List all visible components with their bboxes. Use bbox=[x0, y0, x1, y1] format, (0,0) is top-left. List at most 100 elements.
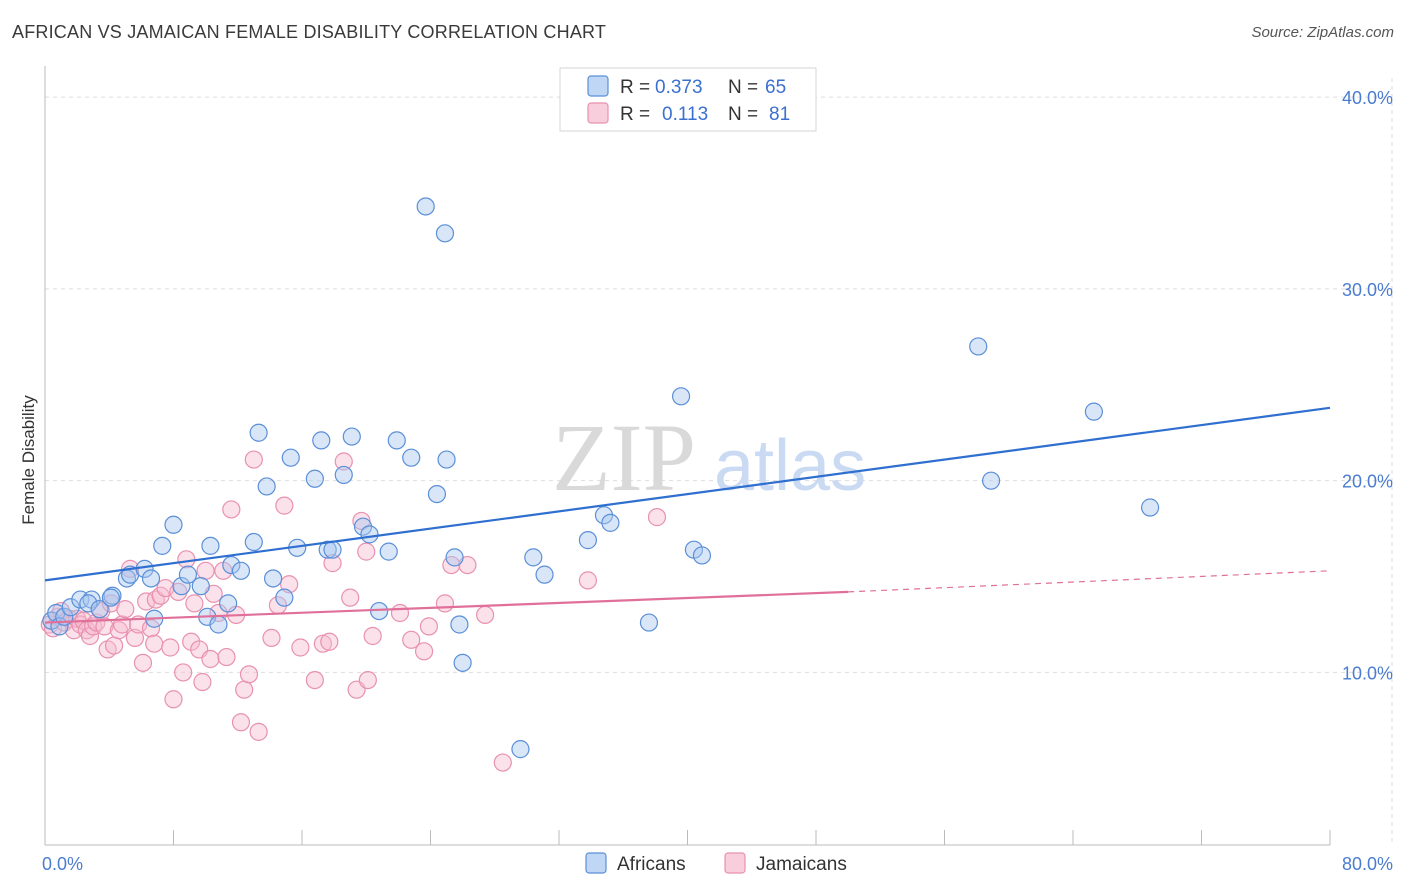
jamaicans-point-63 bbox=[334, 452, 353, 471]
africans-point-35 bbox=[312, 431, 331, 450]
africans-point-4 bbox=[61, 598, 80, 617]
jamaicans-point-61 bbox=[320, 632, 339, 651]
legend-r-label-jamaicans: R = bbox=[620, 104, 650, 125]
africans-point-14 bbox=[141, 569, 161, 588]
jamaicans-point-59 bbox=[305, 670, 324, 690]
africans-point-8 bbox=[90, 600, 109, 619]
jamaicans-point-40 bbox=[193, 672, 212, 692]
jamaicans-point-27 bbox=[141, 619, 161, 638]
legend-n-label-jamaicans: N = bbox=[728, 104, 758, 125]
jamaicans-point-64 bbox=[341, 588, 360, 607]
africans-point-45 bbox=[402, 448, 421, 467]
legend-r-label-africans: R = bbox=[620, 77, 650, 98]
jamaicans-point-73 bbox=[419, 617, 438, 636]
legend-n-label-africans: N = bbox=[728, 77, 758, 98]
jamaicans-point-58 bbox=[291, 638, 310, 657]
legend-r-value-jamaicans: 0.113 bbox=[662, 104, 708, 125]
y-tick-label-0: 10.0% bbox=[1342, 663, 1393, 683]
africans-point-7 bbox=[79, 594, 98, 613]
jamaicans-point-62 bbox=[323, 554, 342, 573]
jamaicans-point-77 bbox=[476, 605, 495, 625]
series-legend: Africans Jamaicans bbox=[585, 852, 847, 875]
africans-point-43 bbox=[379, 542, 398, 561]
africans-point-16 bbox=[153, 536, 172, 555]
africans-point-27 bbox=[244, 532, 263, 552]
jamaicans-point-21 bbox=[116, 600, 135, 619]
jamaicans-point-71 bbox=[402, 630, 421, 649]
africans-point-50 bbox=[445, 548, 464, 567]
jamaicans-point-79 bbox=[578, 571, 598, 590]
y-axis-label: Female Disability bbox=[19, 395, 38, 525]
jamaicans-point-70 bbox=[390, 603, 410, 623]
y-tick-label-3: 40.0% bbox=[1342, 88, 1393, 108]
jamaicans-point-67 bbox=[357, 542, 376, 561]
jamaicans-point-57 bbox=[280, 575, 299, 594]
africans-point-47 bbox=[435, 224, 455, 243]
africans-point-36 bbox=[318, 540, 337, 559]
jamaicans-point-18 bbox=[104, 636, 124, 655]
africans-point-39 bbox=[342, 427, 361, 446]
legend-swatch-jamaicans bbox=[587, 102, 609, 124]
jamaicans-point-32 bbox=[161, 638, 180, 657]
africans-point-29 bbox=[257, 477, 276, 496]
jamaicans-point-46 bbox=[217, 647, 236, 667]
jamaicans-point-41 bbox=[196, 561, 215, 580]
x-tick-label-1: 80.0% bbox=[1342, 854, 1393, 874]
africans-point-64 bbox=[981, 471, 1001, 490]
africans-point-10 bbox=[101, 588, 120, 607]
africans-point-34 bbox=[305, 469, 324, 488]
jamaicans-point-36 bbox=[177, 550, 196, 569]
y-tick-label-2: 30.0% bbox=[1342, 280, 1393, 300]
africans-point-22 bbox=[201, 536, 220, 555]
africans-point-60 bbox=[671, 387, 691, 406]
africans-point-48 bbox=[427, 484, 447, 504]
africans-point-44 bbox=[387, 431, 406, 450]
africans-point-66 bbox=[1140, 498, 1160, 517]
africans-point-54 bbox=[524, 548, 543, 567]
watermark: ZIP atlas bbox=[552, 404, 866, 511]
bottom-legend-swatch-jamaicans bbox=[724, 852, 746, 874]
africans-point-65 bbox=[1084, 402, 1103, 421]
jamaicans-point-60 bbox=[313, 634, 332, 653]
africans-point-52 bbox=[453, 653, 472, 672]
jamaicans-point-74 bbox=[435, 594, 455, 613]
africans-point-28 bbox=[249, 423, 268, 442]
africans-point-18 bbox=[172, 577, 191, 596]
jamaicans-point-72 bbox=[414, 642, 434, 661]
africans-trendline bbox=[44, 406, 1331, 582]
africans-point-58 bbox=[601, 513, 620, 532]
africans-point-56 bbox=[578, 531, 598, 550]
jamaicans-point-28 bbox=[145, 634, 164, 653]
jamaicans-point-35 bbox=[174, 663, 193, 682]
africans-point-25 bbox=[222, 555, 241, 575]
jamaicans-point-69 bbox=[363, 626, 382, 646]
jamaicans-point-33 bbox=[164, 690, 183, 709]
y-tick-labels: 10.0% 20.0% 30.0% 40.0% bbox=[1342, 88, 1393, 683]
jamaicans-trendline bbox=[44, 590, 849, 624]
africans-point-62 bbox=[692, 546, 712, 565]
x-tick-label-0: 0.0% bbox=[42, 854, 83, 874]
jamaicans-point-80 bbox=[647, 508, 667, 527]
africans-point-63 bbox=[969, 337, 988, 356]
legend-n-value-jamaicans: 81 bbox=[769, 104, 790, 125]
jamaicans-point-50 bbox=[235, 680, 254, 699]
africans-point-53 bbox=[511, 740, 530, 759]
jamaicans-point-25 bbox=[133, 653, 153, 672]
africans-point-38 bbox=[334, 465, 353, 485]
legend-r-value-africans: 0.373 bbox=[655, 77, 703, 98]
jamaicans-point-47 bbox=[222, 500, 241, 519]
jamaicans-point-42 bbox=[201, 649, 220, 669]
x-tick-labels: 0.0% 80.0% bbox=[42, 854, 1393, 874]
jamaicans-point-15 bbox=[95, 617, 114, 636]
jamaicans-point-52 bbox=[244, 450, 263, 469]
trendlines bbox=[44, 406, 1331, 624]
stats-legend: R = 0.373 N = 65 R = 0.113 N = 81 bbox=[559, 67, 817, 132]
bottom-legend-africans: Africans bbox=[617, 854, 686, 875]
africans-point-32 bbox=[281, 448, 300, 467]
africans-point-41 bbox=[360, 525, 379, 544]
africans-point-37 bbox=[323, 540, 342, 559]
jamaicans-trendline-extension bbox=[848, 570, 1331, 593]
jamaicans-point-19 bbox=[109, 621, 128, 640]
chart-title: AFRICAN VS JAMAICAN FEMALE DISABILITY CO… bbox=[12, 22, 607, 42]
